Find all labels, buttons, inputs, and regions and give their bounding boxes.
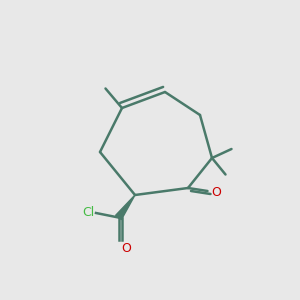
Polygon shape [116, 195, 135, 220]
Text: O: O [211, 186, 221, 199]
Text: Cl: Cl [82, 206, 94, 220]
Text: O: O [121, 242, 131, 255]
